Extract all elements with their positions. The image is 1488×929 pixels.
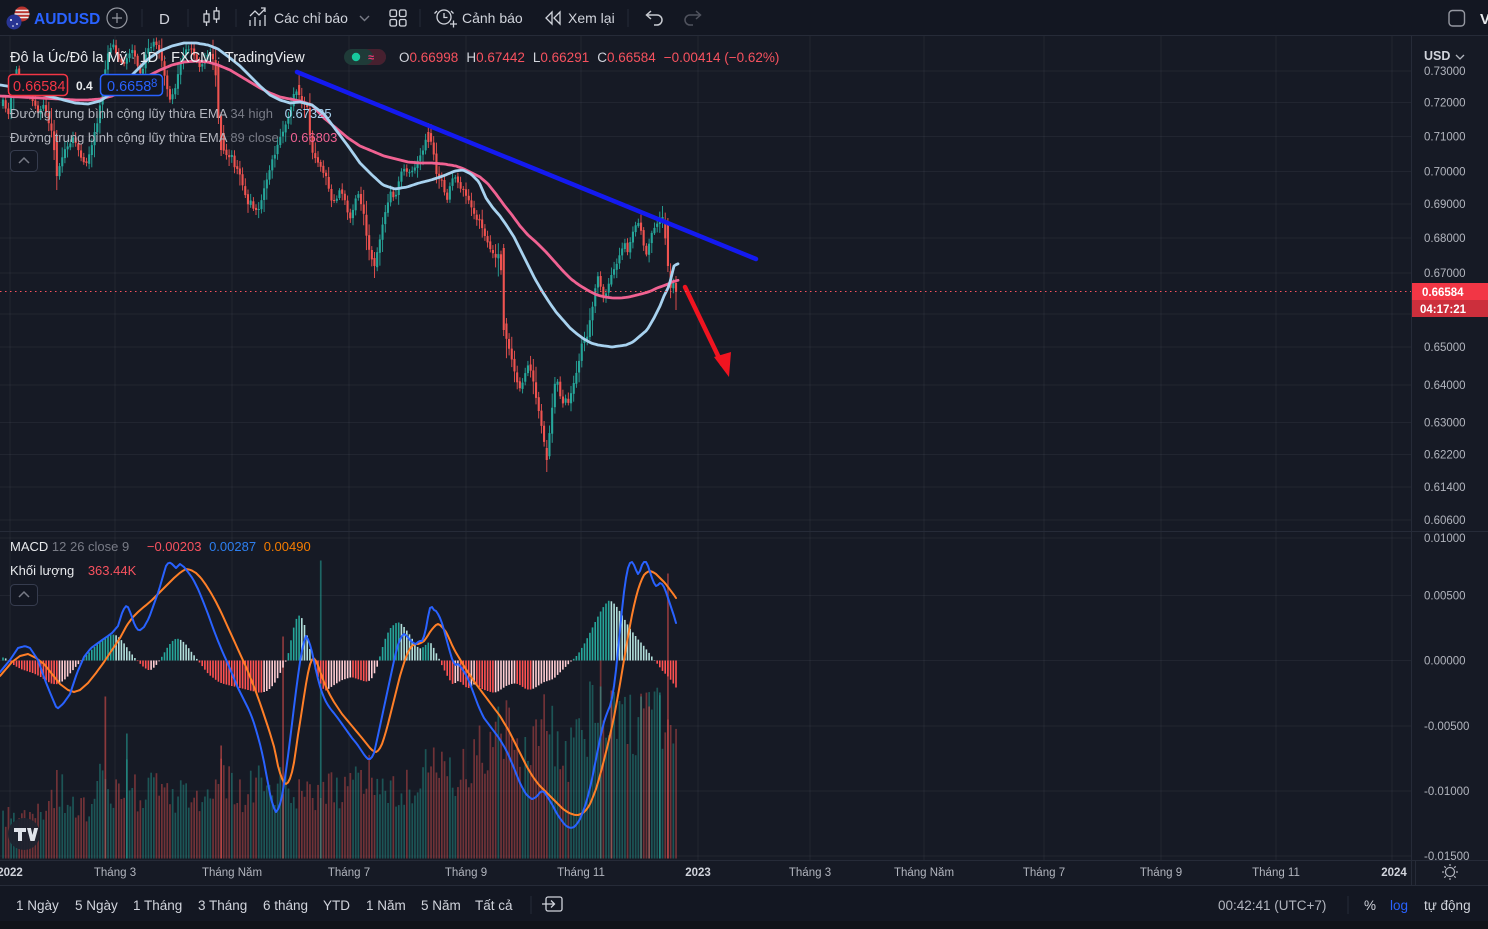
svg-text:MACD 12 26 close 9 −0.00203: MACD 12 26 close 9 −0.00203 0.00287 0.00… [10, 539, 311, 554]
svg-text:Tháng Năm: Tháng Năm [202, 867, 262, 879]
svg-text:04:17:21: 04:17:21 [1420, 304, 1467, 316]
svg-text:1 Ngày: 1 Ngày [16, 898, 59, 913]
svg-text:0.00500: 0.00500 [1424, 591, 1466, 603]
svg-text:USD: USD [1424, 49, 1450, 63]
svg-text:2022: 2022 [0, 867, 23, 879]
svg-text:0.67000: 0.67000 [1424, 268, 1466, 280]
svg-text:0.69000: 0.69000 [1424, 199, 1466, 211]
svg-text:Cảnh báo: Cảnh báo [462, 10, 523, 26]
svg-text:log: log [1390, 898, 1408, 913]
svg-text:Khối lượng 363.44K: Khối lượng 363.44K [10, 563, 137, 578]
svg-text:0.6658: 0.6658 [107, 79, 151, 95]
svg-text:00:42:41 (UTC+7): 00:42:41 (UTC+7) [1218, 898, 1326, 913]
svg-text:0.70000: 0.70000 [1424, 167, 1466, 179]
svg-text:Tháng 3: Tháng 3 [94, 867, 136, 879]
svg-text:YTD: YTD [323, 898, 350, 913]
svg-text:Tháng Năm: Tháng Năm [894, 867, 954, 879]
svg-text:0.63000: 0.63000 [1424, 418, 1466, 430]
svg-text:%: % [1364, 898, 1376, 913]
svg-text:Đô la Úc/Đô la Mỹ · 1D · FXCM: Đô la Úc/Đô la Mỹ · 1D · FXCM · TradingV… [10, 49, 305, 66]
svg-text:Tháng 11: Tháng 11 [1252, 867, 1300, 879]
svg-text:Các chỉ báo: Các chỉ báo [274, 10, 348, 26]
svg-text:0.00000: 0.00000 [1424, 656, 1466, 668]
svg-text:6 tháng: 6 tháng [263, 898, 308, 913]
svg-text:0.62200: 0.62200 [1424, 450, 1466, 462]
svg-text:0.73000: 0.73000 [1424, 66, 1466, 78]
svg-text:0.64000: 0.64000 [1424, 380, 1466, 392]
svg-text:D: D [159, 11, 170, 28]
svg-text:Tháng 9: Tháng 9 [445, 867, 487, 879]
svg-text:0.65000: 0.65000 [1424, 342, 1466, 354]
svg-text:1 Năm: 1 Năm [366, 898, 406, 913]
svg-text:Tháng 7: Tháng 7 [1023, 867, 1065, 879]
svg-text:tự động: tự động [1424, 898, 1471, 913]
svg-text:AUDUSD: AUDUSD [34, 11, 100, 28]
svg-text:0.60600: 0.60600 [1424, 515, 1466, 527]
svg-text:Đường trung bình cộng lũy thừa: Đường trung bình cộng lũy thừa EMA 89 cl… [10, 130, 337, 145]
svg-text:0.4: 0.4 [76, 79, 93, 93]
svg-text:≈: ≈ [368, 52, 374, 64]
svg-text:Tháng 9: Tháng 9 [1140, 867, 1182, 879]
svg-text:3 Tháng: 3 Tháng [198, 898, 247, 913]
svg-text:5 Năm: 5 Năm [421, 898, 461, 913]
svg-text:0.71000: 0.71000 [1424, 132, 1466, 144]
svg-text:8: 8 [151, 78, 157, 90]
svg-text:Đường trung bình cộng lũy thừa: Đường trung bình cộng lũy thừa EMA 34 hi… [10, 106, 332, 121]
svg-text:0.61400: 0.61400 [1424, 482, 1466, 494]
svg-text:Xem lại: Xem lại [568, 10, 615, 26]
svg-text:Tháng 7: Tháng 7 [328, 867, 370, 879]
svg-text:-0.01000: -0.01000 [1424, 786, 1469, 798]
svg-text:-0.00500: -0.00500 [1424, 721, 1469, 733]
svg-text:5 Ngày: 5 Ngày [75, 898, 118, 913]
svg-text:Tháng 3: Tháng 3 [789, 867, 831, 879]
svg-text:-0.01500: -0.01500 [1424, 851, 1469, 863]
svg-text:0.66584: 0.66584 [13, 79, 65, 95]
svg-text:1 Tháng: 1 Tháng [133, 898, 182, 913]
svg-text:Tất cả: Tất cả [475, 898, 513, 913]
svg-text:0.72000: 0.72000 [1424, 98, 1466, 110]
svg-text:0.01000: 0.01000 [1424, 533, 1466, 545]
svg-text:0.66584: 0.66584 [1422, 287, 1464, 299]
svg-text:V: V [1480, 11, 1488, 28]
svg-text:0.68000: 0.68000 [1424, 233, 1466, 245]
svg-text:Tháng 11: Tháng 11 [557, 867, 605, 879]
svg-text:2023: 2023 [685, 867, 711, 879]
svg-text:2024: 2024 [1381, 867, 1407, 879]
